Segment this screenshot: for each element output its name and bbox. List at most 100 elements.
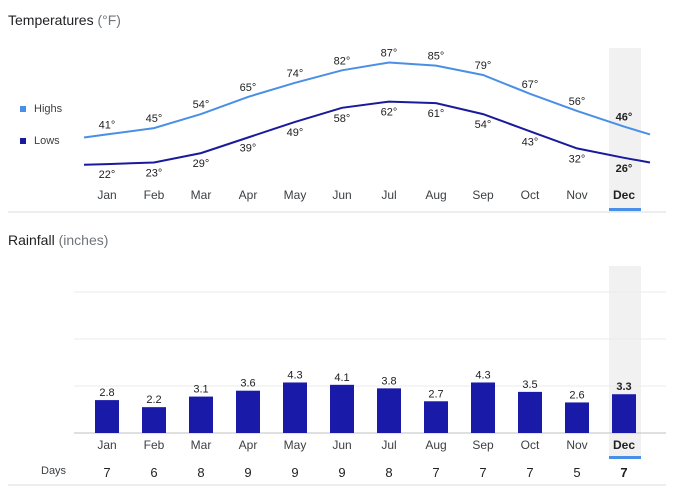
legend-highs-label: Highs xyxy=(34,103,63,115)
temperature-unit: (°F) xyxy=(97,12,121,28)
data-label-rain-oct: 3.5 xyxy=(522,379,537,391)
data-label-highs-dec: 46° xyxy=(616,112,633,124)
data-label-rain-dec: 3.3 xyxy=(616,381,631,393)
days-value-feb: 6 xyxy=(150,465,157,480)
data-label-highs-apr: 65° xyxy=(240,82,257,94)
days-value-mar: 8 xyxy=(197,465,204,480)
data-label-lows-sep: 54° xyxy=(475,119,492,131)
x-tick-rain-sep: Sep xyxy=(472,438,494,452)
data-label-highs-may: 74° xyxy=(287,68,304,80)
x-tick-rain-jun: Jun xyxy=(332,438,351,452)
data-label-lows-dec: 26° xyxy=(616,163,633,175)
temperature-title-text: Temperatures xyxy=(8,12,94,28)
x-tick-temperature-mar: Mar xyxy=(191,188,212,202)
data-label-rain-jul: 3.8 xyxy=(381,375,396,387)
days-value-aug: 7 xyxy=(432,465,439,480)
x-tick-temperature-apr: Apr xyxy=(239,188,258,202)
x-tick-rain-jan: Jan xyxy=(97,438,116,452)
data-label-lows-jan: 22° xyxy=(99,169,116,181)
data-label-highs-aug: 85° xyxy=(428,51,445,63)
data-label-rain-jun: 4.1 xyxy=(334,372,349,384)
x-tick-rain-may: May xyxy=(284,438,307,452)
x-tick-temperature-oct: Oct xyxy=(521,188,540,202)
legend-highs: Highs xyxy=(20,103,62,115)
selected-month-rain-underline xyxy=(609,456,641,459)
data-label-rain-apr: 3.6 xyxy=(240,378,255,390)
bar-rain-mar xyxy=(189,396,213,433)
bar-rain-dec xyxy=(612,394,636,433)
bar-rain-may xyxy=(283,382,307,433)
bar-rain-jul xyxy=(377,388,401,433)
data-label-highs-nov: 56° xyxy=(569,96,586,108)
x-tick-temperature-sep: Sep xyxy=(472,188,494,202)
bar-rain-feb xyxy=(142,407,166,433)
data-label-highs-sep: 79° xyxy=(475,60,492,72)
days-value-jul: 8 xyxy=(385,465,392,480)
data-label-lows-jun: 58° xyxy=(334,113,351,125)
rainfall-unit: (inches) xyxy=(58,232,109,248)
data-label-highs-oct: 67° xyxy=(522,79,539,91)
data-label-rain-feb: 2.2 xyxy=(146,394,161,406)
x-tick-rain-dec: Dec xyxy=(613,438,635,452)
data-label-lows-may: 49° xyxy=(287,127,304,139)
x-tick-rain-oct: Oct xyxy=(521,438,540,452)
days-value-may: 9 xyxy=(291,465,298,480)
data-label-rain-aug: 2.7 xyxy=(428,388,443,400)
data-label-highs-jul: 87° xyxy=(381,48,398,60)
data-label-highs-jan: 41° xyxy=(99,119,116,131)
bar-rain-sep xyxy=(471,382,495,433)
x-tick-temperature-nov: Nov xyxy=(566,188,587,202)
data-label-rain-may: 4.3 xyxy=(287,369,302,381)
x-tick-rain-aug: Aug xyxy=(425,438,446,452)
days-value-apr: 9 xyxy=(244,465,251,480)
x-tick-rain-nov: Nov xyxy=(566,438,587,452)
data-label-lows-oct: 43° xyxy=(522,136,539,148)
data-label-highs-mar: 54° xyxy=(193,99,210,111)
days-value-nov: 5 xyxy=(573,465,580,480)
data-label-lows-feb: 23° xyxy=(146,168,163,180)
selected-month-underline xyxy=(609,208,641,211)
days-value-oct: 7 xyxy=(526,465,533,480)
legend-lows-swatch xyxy=(20,138,26,144)
bar-rain-aug xyxy=(424,401,448,433)
data-label-rain-mar: 3.1 xyxy=(193,384,208,396)
x-tick-temperature-jul: Jul xyxy=(381,188,396,202)
data-label-rain-sep: 4.3 xyxy=(475,369,490,381)
bar-rain-jan xyxy=(95,400,119,433)
legend-lows: Lows xyxy=(20,135,60,147)
data-label-lows-nov: 32° xyxy=(569,153,586,165)
data-label-lows-mar: 29° xyxy=(193,158,210,170)
x-tick-rain-mar: Mar xyxy=(191,438,212,452)
rainfall-title: Rainfall (inches) xyxy=(8,232,108,248)
bar-rain-nov xyxy=(565,402,589,433)
bar-rain-oct xyxy=(518,391,542,433)
x-tick-temperature-may: May xyxy=(284,188,307,202)
days-label: Days xyxy=(41,465,67,477)
legend-highs-swatch xyxy=(20,106,26,112)
days-value-jun: 9 xyxy=(338,465,345,480)
days-value-jan: 7 xyxy=(103,465,110,480)
data-label-lows-aug: 61° xyxy=(428,108,445,120)
data-label-highs-jun: 82° xyxy=(334,55,351,67)
x-tick-rain-feb: Feb xyxy=(144,438,165,452)
x-tick-temperature-jun: Jun xyxy=(332,188,351,202)
data-label-highs-feb: 45° xyxy=(146,113,163,125)
data-label-rain-nov: 2.6 xyxy=(569,389,584,401)
bar-rain-jun xyxy=(330,384,354,433)
data-label-rain-jan: 2.8 xyxy=(99,387,114,399)
series-line-highs xyxy=(83,61,651,139)
x-tick-rain-apr: Apr xyxy=(239,438,258,452)
x-tick-rain-jul: Jul xyxy=(381,438,396,452)
rainfall-title-text: Rainfall xyxy=(8,232,55,248)
legend-lows-label: Lows xyxy=(34,135,60,147)
x-tick-temperature-dec: Dec xyxy=(613,188,635,202)
bar-rain-apr xyxy=(236,390,260,433)
x-tick-temperature-jan: Jan xyxy=(97,188,116,202)
series-line-lows xyxy=(83,100,651,166)
x-tick-temperature-feb: Feb xyxy=(144,188,165,202)
days-value-sep: 7 xyxy=(479,465,486,480)
days-value-dec: 7 xyxy=(620,465,627,480)
data-label-lows-jul: 62° xyxy=(381,107,398,119)
data-label-lows-apr: 39° xyxy=(240,143,257,155)
